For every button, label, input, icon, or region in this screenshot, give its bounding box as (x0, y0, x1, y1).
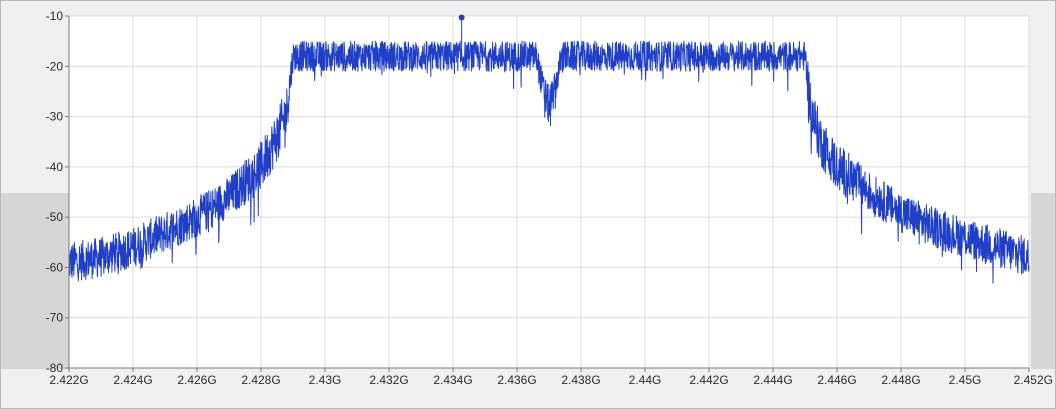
x-tick-label: 2.44G (629, 373, 662, 387)
right-side-band (1031, 193, 1055, 369)
x-tick-label: 2.428G (241, 373, 280, 387)
x-tick-label: 2.422G (49, 373, 88, 387)
x-tick-label: 2.444G (753, 373, 792, 387)
left-side-band (1, 193, 69, 369)
y-tick-label: -50 (46, 210, 64, 224)
x-tick-label: 2.446G (817, 373, 856, 387)
y-tick-label: -80 (46, 361, 64, 375)
x-tick-label: 2.43G (309, 373, 342, 387)
y-ticks: -10 -20 -30 -40 -50 -60 -70 -80 (46, 9, 69, 375)
x-tick-label: 2.434G (433, 373, 472, 387)
x-tick-label: 2.436G (497, 373, 536, 387)
y-tick-label: -70 (46, 311, 64, 325)
x-tick-label: 2.448G (881, 373, 920, 387)
x-ticks: 2.422G 2.424G 2.426G 2.428G 2.43G 2.432G 2.434… (49, 368, 1053, 387)
y-tick-label: -40 (46, 160, 64, 174)
x-tick-label: 2.424G (113, 373, 152, 387)
y-tick-label: -60 (46, 260, 64, 274)
x-tick-label: 2.426G (177, 373, 216, 387)
y-tick-label: -20 (46, 59, 64, 73)
y-tick-label: -30 (46, 110, 64, 124)
x-tick-label: 2.432G (369, 373, 408, 387)
markers (458, 14, 465, 62)
x-tick-label: 2.45G (949, 373, 982, 387)
x-tick-label: 2.438G (561, 373, 600, 387)
peak-marker (458, 14, 465, 21)
spectrum-trace (68, 40, 1030, 284)
trace (68, 40, 1030, 284)
x-tick-label: 2.452G (1014, 373, 1053, 387)
y-tick-label: -10 (46, 9, 64, 23)
x-tick-label: 2.442G (689, 373, 728, 387)
